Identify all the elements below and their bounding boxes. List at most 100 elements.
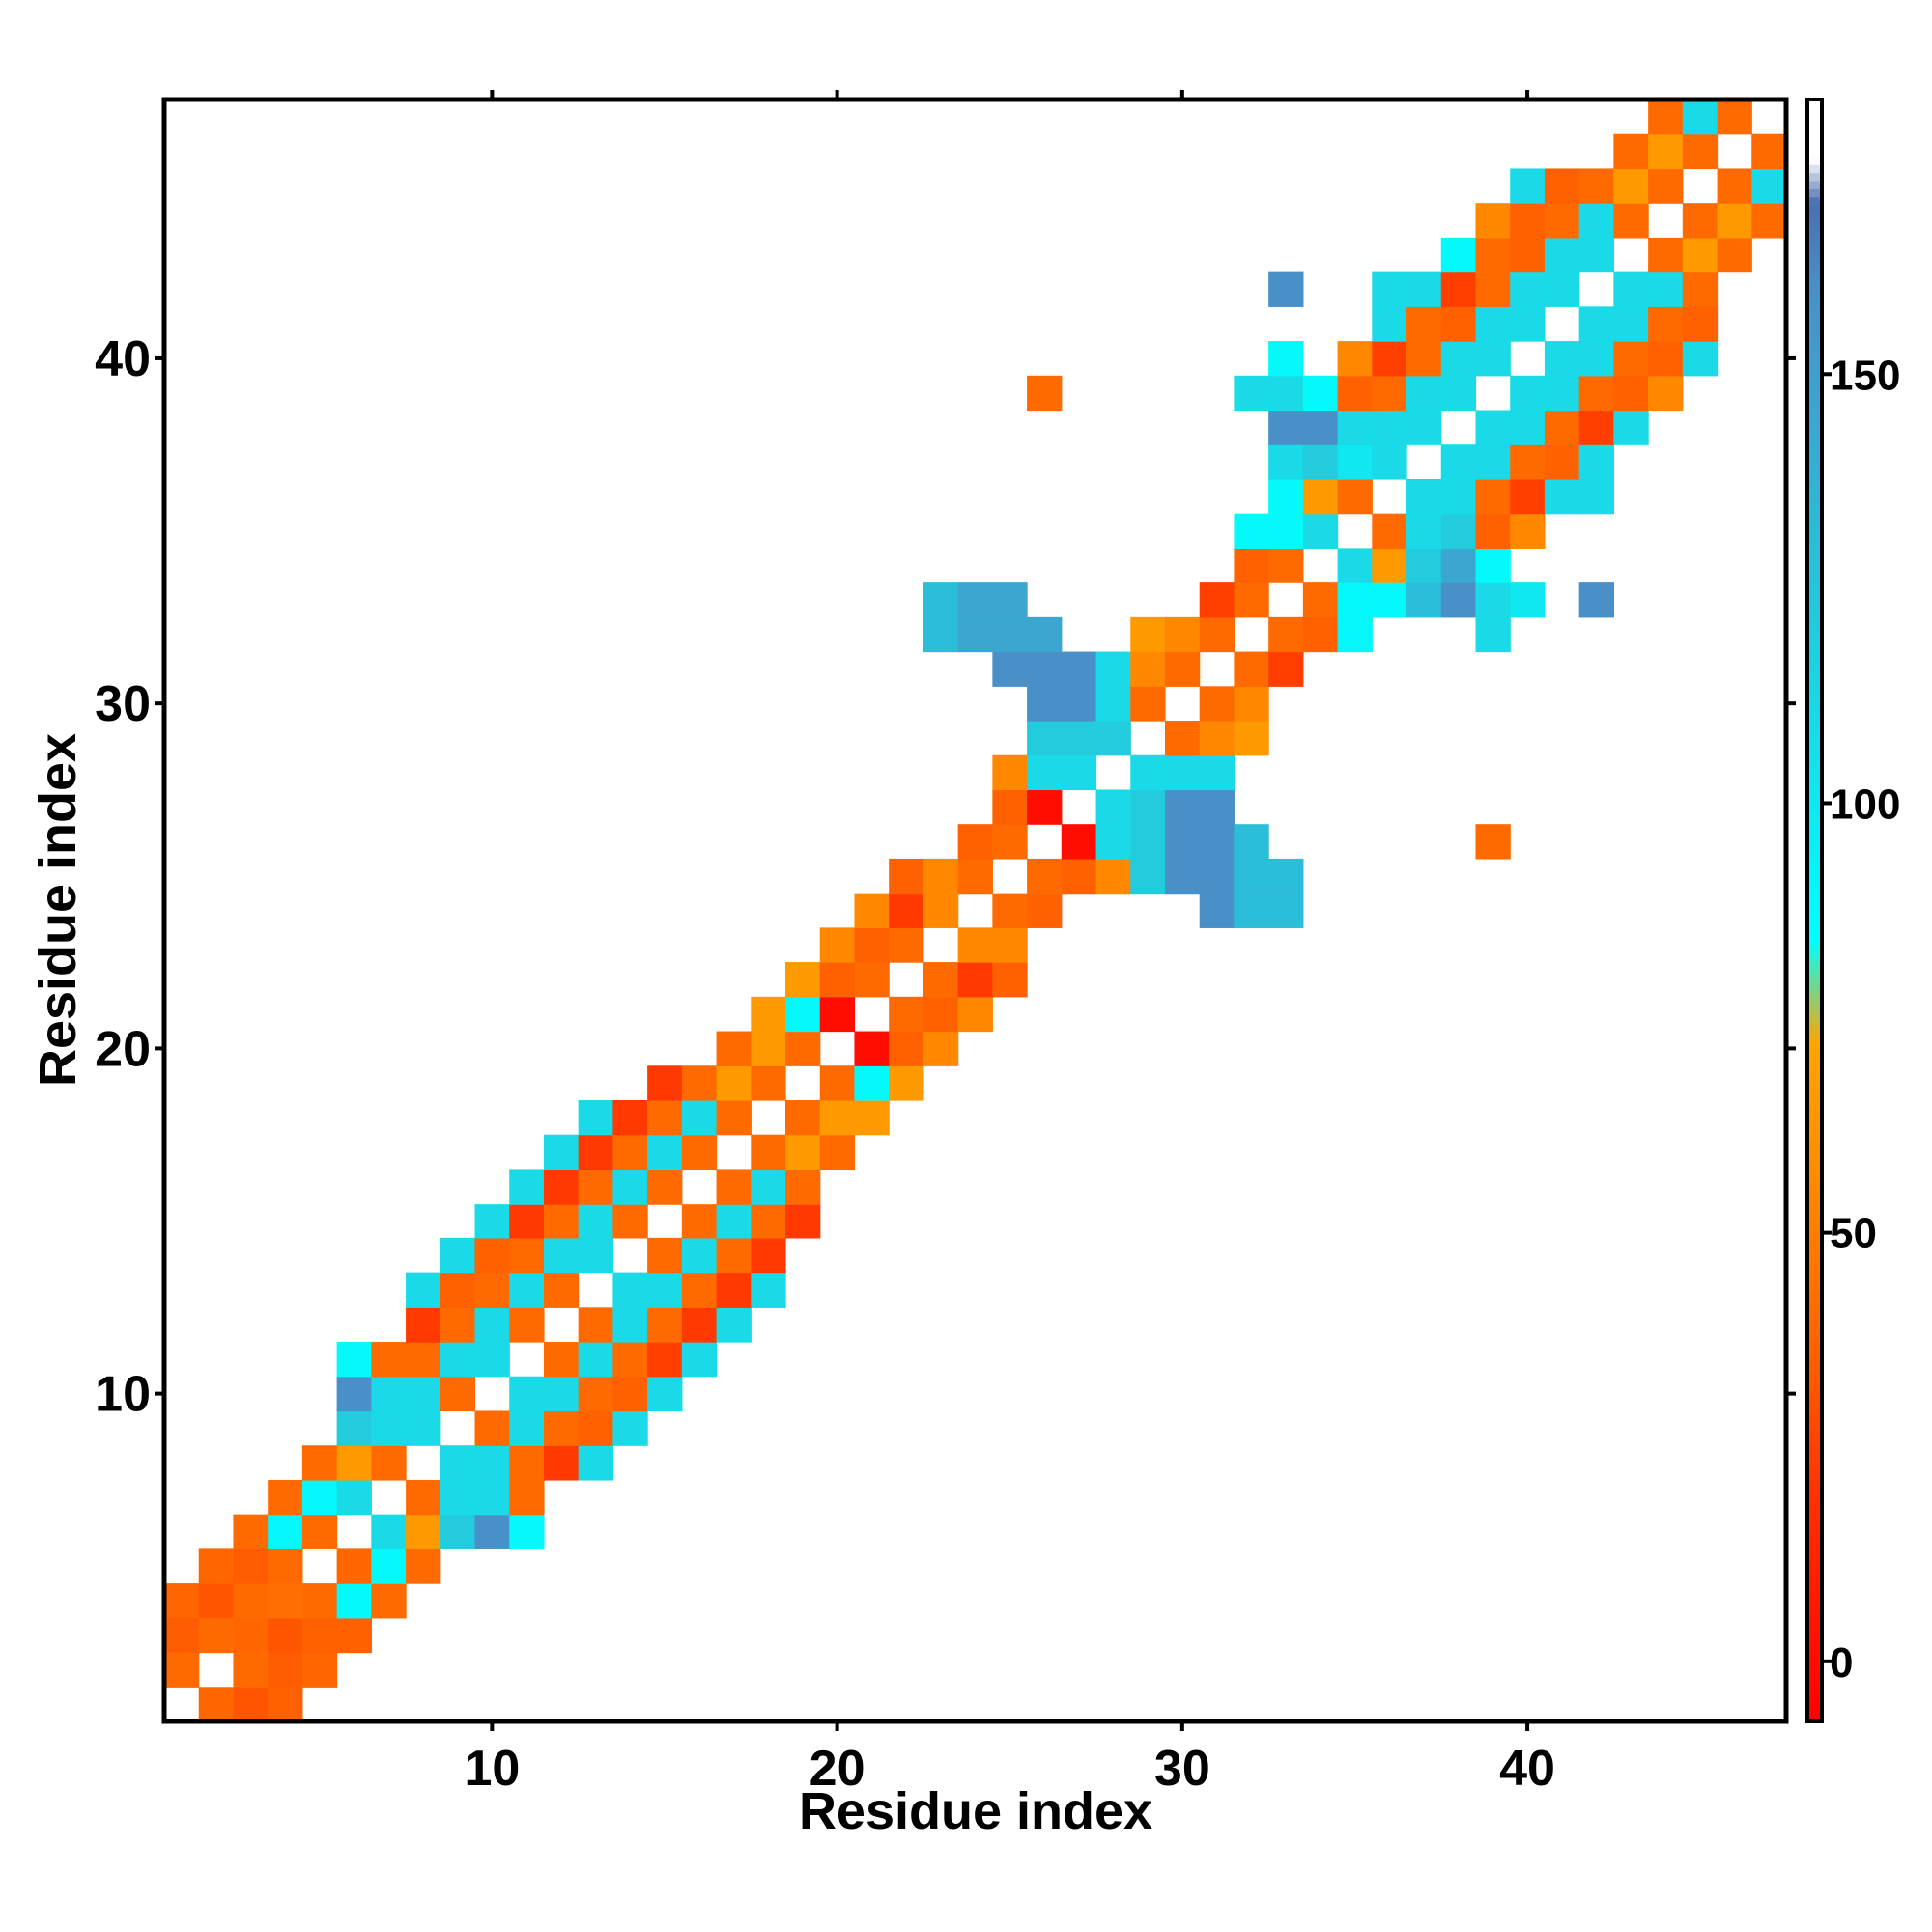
heatmap-cell: [1475, 616, 1511, 653]
heatmap-cell: [268, 1479, 303, 1516]
heatmap-cell: [1578, 375, 1614, 412]
heatmap-cell: [543, 1410, 580, 1446]
heatmap-cell: [578, 1376, 614, 1412]
heatmap-cell: [1337, 582, 1373, 618]
heatmap-cell: [681, 1099, 718, 1136]
heatmap-cell: [1475, 341, 1511, 377]
heatmap-cell: [578, 1445, 614, 1481]
heatmap-cell: [1027, 754, 1063, 791]
heatmap-cell: [1613, 203, 1649, 239]
colorbar-segment: [1809, 213, 1820, 222]
heatmap-cell: [992, 789, 1028, 825]
heatmap-cell: [1751, 133, 1787, 170]
heatmap-cell: [1648, 306, 1684, 342]
heatmap-cell: [1406, 582, 1442, 618]
colorbar-segment: [1809, 1283, 1820, 1293]
heatmap-cell: [440, 1237, 476, 1274]
heatmap-cell: [751, 1134, 786, 1171]
heatmap-cell: [1095, 686, 1131, 722]
heatmap-cell: [1682, 271, 1719, 307]
heatmap-cell: [612, 1342, 648, 1378]
heatmap-cell: [612, 1410, 648, 1446]
colorbar-segment: [1809, 375, 1820, 384]
colorbar-segment: [1809, 1316, 1820, 1325]
colorbar-segment: [1809, 408, 1820, 417]
colorbar-segment: [1809, 1348, 1820, 1357]
y-tick-label: 20: [95, 1021, 151, 1077]
heatmap-cell: [1510, 168, 1546, 204]
heatmap-cell: [751, 1065, 786, 1101]
heatmap-cell: [1061, 721, 1097, 756]
colorbar-segment: [1809, 1397, 1820, 1406]
colorbar-segment: [1809, 229, 1820, 239]
heatmap-cell: [923, 893, 959, 928]
colorbar-segment: [1809, 456, 1820, 466]
heatmap-cell: [1199, 858, 1236, 895]
heatmap-cell: [681, 1342, 718, 1378]
heatmap-cell: [1337, 410, 1373, 445]
heatmap-cell: [1027, 789, 1063, 825]
heatmap-cell: [612, 1272, 648, 1308]
heatmap-cell: [1199, 686, 1236, 722]
colorbar-segment: [1809, 513, 1820, 523]
colorbar-segment: [1809, 1356, 1820, 1366]
colorbar-segment: [1809, 1412, 1820, 1422]
x-axis-title: Residue index: [799, 1782, 1152, 1840]
heatmap-cell: [1268, 271, 1304, 307]
heatmap-cell: [1751, 168, 1787, 204]
heatmap-cell: [819, 962, 856, 998]
heatmap-cell: [1578, 582, 1614, 618]
colorbar-segment: [1809, 1121, 1820, 1130]
heatmap-cell: [1648, 341, 1684, 377]
colorbar-segment: [1809, 1137, 1820, 1147]
heatmap-cell: [612, 1376, 648, 1412]
heatmap-cell: [1544, 444, 1580, 480]
colorbar-segment: [1809, 594, 1820, 604]
colorbar-segment: [1809, 585, 1820, 595]
colorbar-segment: [1809, 1235, 1820, 1244]
axis-ticks: 10 20 30 40 10 20 30 40: [95, 90, 1796, 1797]
heatmap-cell: [1440, 513, 1477, 550]
heatmap-cell: [406, 1342, 441, 1378]
heatmap-cell: [1440, 548, 1477, 583]
heatmap-cells: [164, 99, 1787, 1722]
colorbar-segment: [1809, 1259, 1820, 1268]
colorbar-segment: [1809, 1437, 1820, 1447]
colorbar-segment: [1809, 1072, 1820, 1082]
colorbar-segment: [1809, 740, 1820, 750]
heatmap-cell: [819, 927, 856, 963]
heatmap-cell: [1406, 271, 1442, 307]
colorbar-segment: [1809, 561, 1820, 571]
heatmap-cell: [647, 1237, 683, 1274]
heatmap-cell: [1475, 513, 1511, 550]
heatmap-cell: [1061, 686, 1097, 722]
heatmap-cell: [716, 1237, 752, 1274]
x-tick-label: 10: [464, 1741, 520, 1797]
heatmap-cell: [440, 1514, 476, 1549]
colorbar-segment: [1809, 845, 1820, 855]
colorbar-segment: [1809, 862, 1820, 871]
colorbar-segment: [1809, 488, 1820, 497]
heatmap-cell: [198, 1583, 235, 1619]
colorbar-segment: [1809, 853, 1820, 863]
heatmap-cell: [1372, 306, 1407, 342]
heatmap-cell: [785, 962, 821, 998]
heatmap-cell: [819, 1065, 856, 1101]
heatmap-cell: [1578, 168, 1614, 204]
heatmap-cell: [716, 1065, 752, 1101]
heatmap-cell: [854, 1099, 890, 1136]
heatmap-cell: [1510, 410, 1546, 445]
heatmap-cell: [1302, 616, 1339, 653]
colorbar-tick-label: 100: [1830, 781, 1900, 828]
colorbar-segment: [1809, 626, 1820, 636]
colorbar-segment: [1809, 342, 1820, 352]
heatmap-cell: [681, 1237, 718, 1274]
colorbar-segment: [1809, 716, 1820, 725]
colorbar-tick-label: 50: [1830, 1210, 1877, 1258]
heatmap-cell: [440, 1272, 476, 1308]
colorbar-segment: [1809, 877, 1820, 887]
colorbar-segment: [1809, 99, 1820, 108]
heatmap-cell: [198, 1617, 235, 1654]
colorbar-segment: [1809, 1469, 1820, 1479]
colorbar-segment: [1809, 124, 1820, 133]
